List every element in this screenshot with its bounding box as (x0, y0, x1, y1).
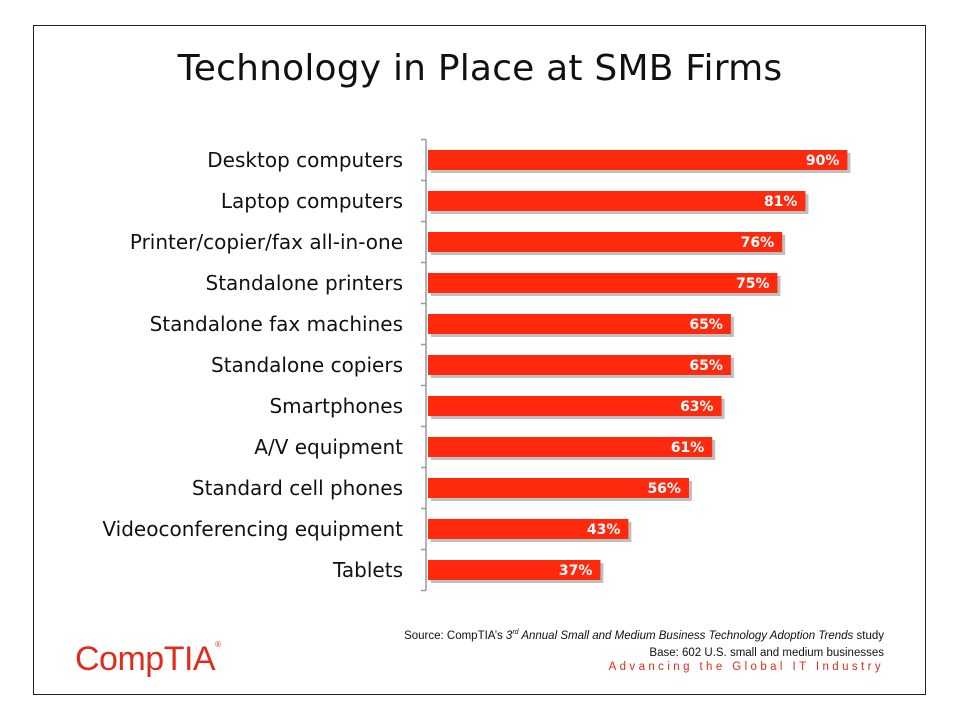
source-line: Source: CompTIA’s 3rd Annual Small and M… (404, 624, 884, 645)
category-label: Standalone copiers (211, 353, 403, 377)
base-note: Base: 602 U.S. small and medium business… (649, 646, 884, 659)
source-ordinal-number: 3 (505, 629, 513, 642)
category-label: Laptop computers (221, 189, 403, 213)
category-label: Smartphones (269, 394, 403, 418)
chart-title: Technology in Place at SMB Firms (177, 48, 783, 89)
bar (428, 437, 713, 457)
bar (428, 273, 778, 293)
data-label: 81% (764, 194, 798, 210)
source-ordinal-suffix: rd (512, 629, 519, 636)
bar (428, 232, 783, 252)
comptia-logo: CompTIA® (75, 640, 221, 679)
category-label: Printer/copier/fax all-in-one (130, 230, 403, 254)
data-label: 37% (559, 563, 593, 579)
source-suffix: study (853, 629, 885, 642)
data-label: 56% (647, 481, 681, 497)
tagline: Advancing the Global IT Industry (608, 661, 884, 673)
bar (428, 191, 806, 211)
bar (428, 150, 848, 170)
source-prefix: Source: CompTIA’s (404, 629, 506, 642)
data-label: 61% (671, 440, 705, 456)
data-label: 76% (741, 235, 775, 251)
bar (428, 478, 689, 498)
category-label: A/V equipment (254, 435, 403, 459)
data-label: 43% (587, 522, 621, 538)
data-label: 75% (736, 276, 770, 292)
category-label: Videoconferencing equipment (102, 517, 403, 541)
category-label: Desktop computers (207, 148, 403, 172)
bar (428, 396, 722, 416)
category-label: Standalone printers (206, 271, 404, 295)
source-ordinal: 3rd Annual Small and Medium Business Tec… (505, 629, 854, 642)
category-label: Tablets (332, 558, 403, 582)
data-label: 90% (806, 153, 840, 169)
bar (428, 560, 601, 580)
category-label: Standard cell phones (192, 476, 403, 500)
source-study-title: Annual Small and Medium Business Technol… (518, 629, 854, 642)
bar (428, 519, 629, 539)
logo-text: CompTIA (75, 640, 216, 678)
category-label: Standalone fax machines (150, 312, 403, 336)
logo-reg-mark: ® (215, 640, 221, 649)
source-note: Source: CompTIA’s 3rd Annual Small and M… (404, 624, 884, 662)
bar (428, 314, 731, 334)
data-label: 65% (689, 358, 723, 374)
data-label: 65% (689, 317, 723, 333)
data-label: 63% (680, 399, 714, 415)
bar (428, 355, 731, 375)
